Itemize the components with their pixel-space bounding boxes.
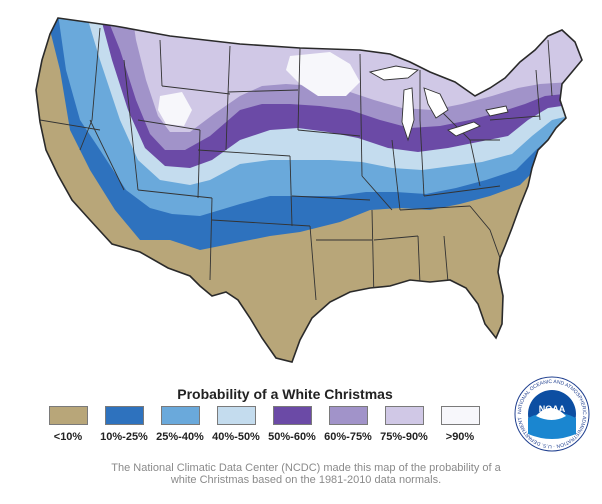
legend-label: 40%-50% bbox=[212, 431, 260, 443]
legend-label: <10% bbox=[53, 431, 83, 443]
lake-ontario bbox=[485, 105, 509, 117]
legend-label: 60%-75% bbox=[324, 431, 372, 443]
legend-item: 25%-40% bbox=[150, 406, 210, 443]
seagull-icon bbox=[536, 408, 566, 420]
logo-text: NOAA bbox=[539, 404, 566, 414]
us-probability-map bbox=[35, 17, 583, 363]
state-borders bbox=[39, 27, 553, 301]
legend-swatch bbox=[440, 406, 480, 425]
legend-swatch bbox=[384, 406, 424, 425]
noaa-logo: NATIONAL OCEANIC AND ATMOSPHERIC ADMINIS… bbox=[514, 376, 590, 452]
legend-item: >90% bbox=[430, 406, 490, 443]
legend-label: 75%-90% bbox=[380, 431, 428, 443]
legend-item: <10% bbox=[38, 406, 98, 443]
legend: <10% 10%-25% 25%-40% 40%-50% 50%-60% 60%-75% 7… bbox=[38, 406, 488, 446]
legend-item: 75%-90% bbox=[374, 406, 434, 443]
legend-item: 40%-50% bbox=[206, 406, 266, 443]
lake-superior bbox=[368, 65, 420, 81]
lake-huron bbox=[423, 87, 449, 119]
legend-swatch bbox=[160, 406, 200, 425]
legend-item: 60%-75% bbox=[318, 406, 378, 443]
legend-swatch bbox=[216, 406, 256, 425]
legend-swatch bbox=[104, 406, 144, 425]
caption: The National Climatic Data Center (NCDC)… bbox=[111, 462, 501, 486]
probability-zones bbox=[36, 18, 582, 362]
legend-title: Probability of a White Christmas bbox=[177, 386, 393, 402]
legend-label: >90% bbox=[445, 431, 475, 443]
legend-swatch bbox=[272, 406, 312, 425]
legend-label: 50%-60% bbox=[268, 431, 316, 443]
legend-item: 10%-25% bbox=[94, 406, 154, 443]
legend-label: 10%-25% bbox=[100, 431, 148, 443]
lake-michigan bbox=[401, 87, 415, 142]
legend-swatch bbox=[328, 406, 368, 425]
legend-item: 50%-60% bbox=[262, 406, 322, 443]
lake-erie bbox=[447, 121, 481, 137]
legend-swatch bbox=[48, 406, 88, 425]
probability-zone bbox=[158, 52, 360, 126]
great-lakes bbox=[368, 65, 509, 142]
legend-label: 25%-40% bbox=[156, 431, 204, 443]
